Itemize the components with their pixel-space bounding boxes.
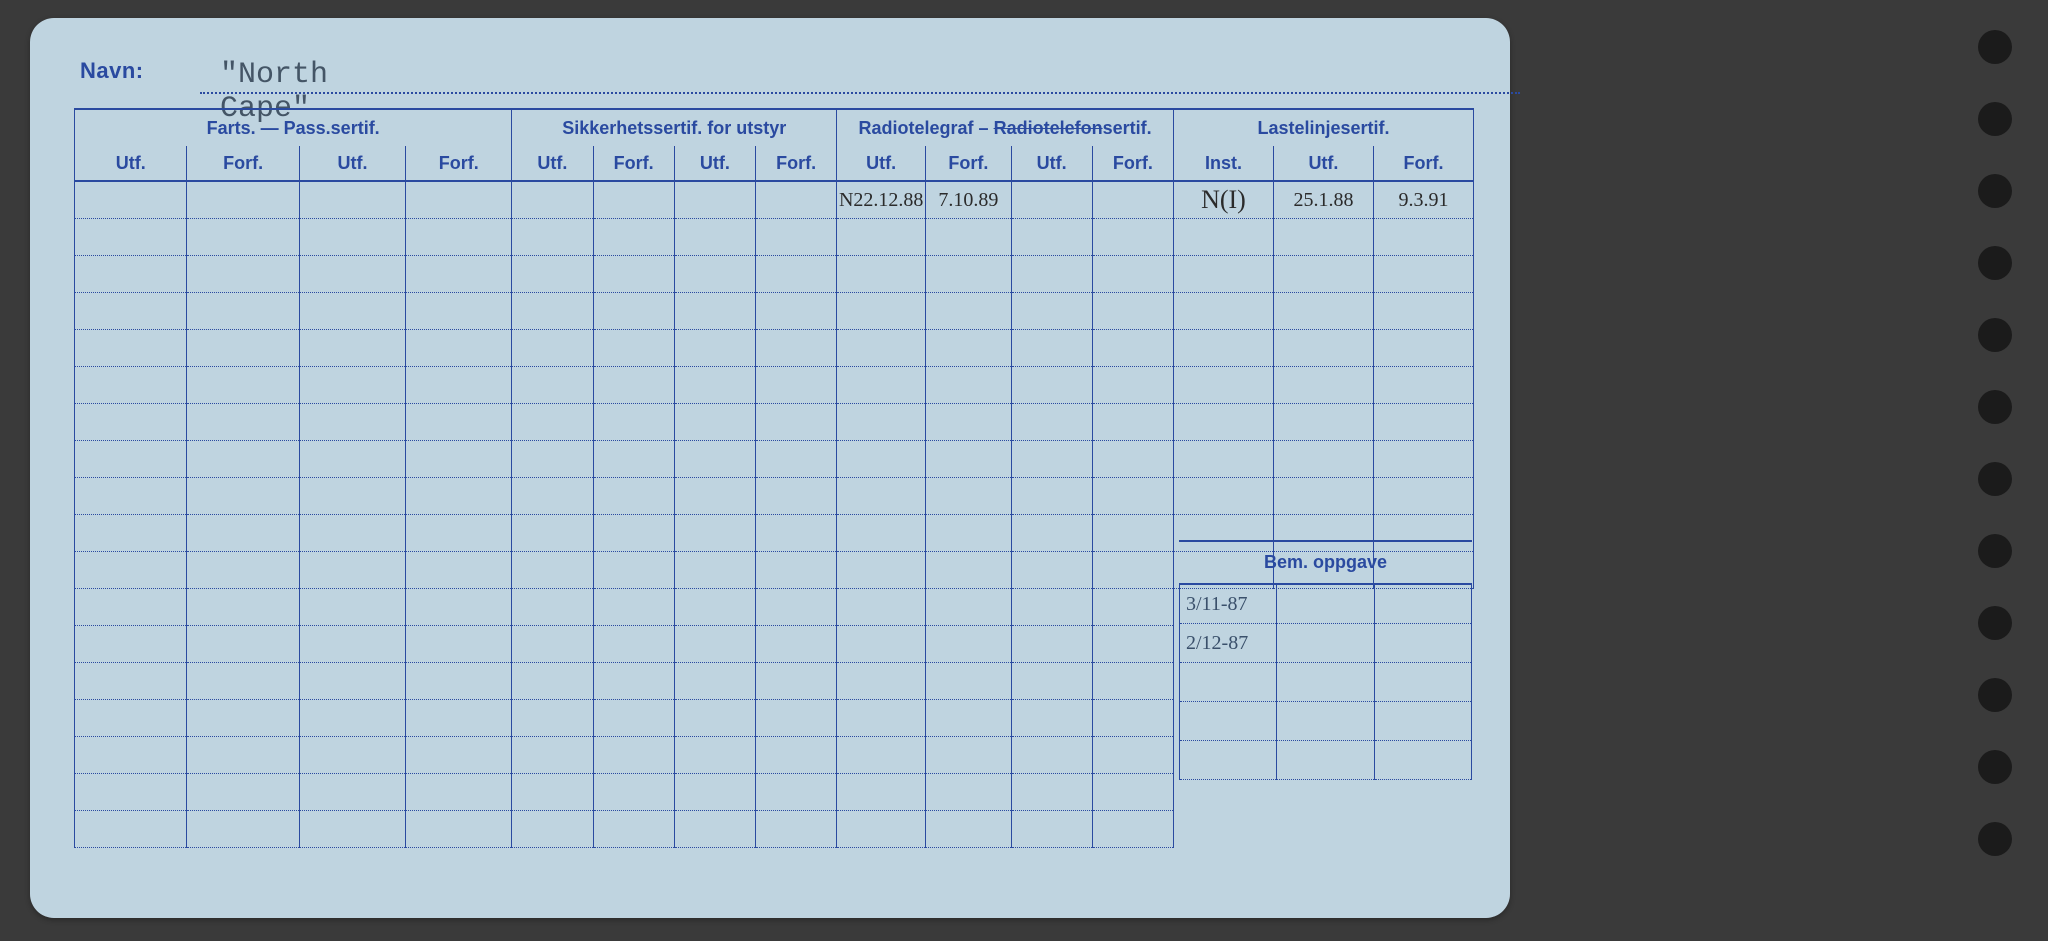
radio-pre: Radiotelegraf – xyxy=(859,118,994,138)
col-header: Forf. xyxy=(406,146,512,181)
radio-utf1: N22.12.88 xyxy=(837,181,926,219)
table-row xyxy=(75,478,1474,515)
table-row xyxy=(75,441,1474,478)
col-header: Inst. xyxy=(1173,146,1273,181)
radio-strike: Radiotelefon xyxy=(994,118,1103,138)
hole-icon xyxy=(1978,678,2012,712)
col-header: Utf. xyxy=(674,146,755,181)
col-header: Utf. xyxy=(837,146,926,181)
hole-icon xyxy=(1978,606,2012,640)
table-row xyxy=(75,367,1474,404)
hole-icon xyxy=(1978,534,2012,568)
bem-row: 3/11-87 xyxy=(1180,585,1472,624)
col-header: Utf. xyxy=(75,146,187,181)
col-header: Forf. xyxy=(593,146,674,181)
hole-icon xyxy=(1978,822,2012,856)
col-header: Forf. xyxy=(1373,146,1473,181)
section-laste: Lastelinjesertif. xyxy=(1173,109,1473,146)
hole-icon xyxy=(1978,318,2012,352)
table-row xyxy=(75,404,1474,441)
laste-inst: N(I) xyxy=(1173,181,1273,219)
hole-icon xyxy=(1978,390,2012,424)
section-farts: Farts. — Pass.sertif. xyxy=(75,109,512,146)
laste-utf: 25.1.88 xyxy=(1273,181,1373,219)
table-row xyxy=(75,219,1474,256)
bem-row: 2/12-87 xyxy=(1180,624,1472,663)
hole-icon xyxy=(1978,102,2012,136)
hole-icon xyxy=(1978,462,2012,496)
col-header: Utf. xyxy=(1011,146,1092,181)
hole-icon xyxy=(1978,246,2012,280)
bem-row xyxy=(1180,663,1472,702)
ledger-card: Navn: "North Cape" Farts. — Pass.sertif.… xyxy=(30,18,1510,918)
table-row: N22.12.88 7.10.89 N(I) 25.1.88 9.3.91 xyxy=(75,181,1474,219)
binder-holes xyxy=(1978,30,2018,910)
table-row xyxy=(75,293,1474,330)
col-header: Forf. xyxy=(926,146,1011,181)
hole-icon xyxy=(1978,30,2012,64)
hole-icon xyxy=(1978,750,2012,784)
bem-cell xyxy=(1180,741,1277,780)
col-header: Utf. xyxy=(299,146,405,181)
col-header: Forf. xyxy=(755,146,836,181)
bem-cell: 2/12-87 xyxy=(1180,624,1277,663)
name-underline xyxy=(200,92,1520,94)
col-header: Utf. xyxy=(1273,146,1373,181)
radio-post: sertif. xyxy=(1103,118,1152,138)
bem-label: Bem. oppgave xyxy=(1179,542,1472,583)
table-row xyxy=(75,256,1474,293)
section-sikkerhet: Sikkerhetssertif. for utstyr xyxy=(512,109,837,146)
col-header: Forf. xyxy=(1092,146,1173,181)
hole-icon xyxy=(1978,174,2012,208)
section-radio: Radiotelegraf – Radiotelefonsertif. xyxy=(837,109,1174,146)
col-header: Forf. xyxy=(187,146,299,181)
col-header: Utf. xyxy=(512,146,593,181)
table-row xyxy=(75,330,1474,367)
name-label: Navn: xyxy=(80,58,144,83)
radio-forf1: 7.10.89 xyxy=(926,181,1011,219)
bem-row xyxy=(1180,741,1472,780)
bem-row xyxy=(1180,702,1472,741)
bem-cell xyxy=(1180,663,1277,702)
bem-cell: 3/11-87 xyxy=(1180,585,1277,624)
laste-forf: 9.3.91 xyxy=(1373,181,1473,219)
bem-table: 3/11-87 2/12-87 xyxy=(1179,585,1472,780)
bem-cell xyxy=(1180,702,1277,741)
bem-oppgave-block: Bem. oppgave 3/11-87 2/12-87 xyxy=(1179,540,1472,780)
name-row: Navn: "North Cape" xyxy=(80,58,144,98)
table-row xyxy=(75,811,1474,848)
